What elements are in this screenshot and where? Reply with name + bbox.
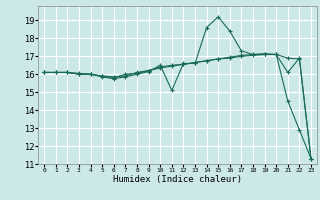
X-axis label: Humidex (Indice chaleur): Humidex (Indice chaleur) [113,175,242,184]
